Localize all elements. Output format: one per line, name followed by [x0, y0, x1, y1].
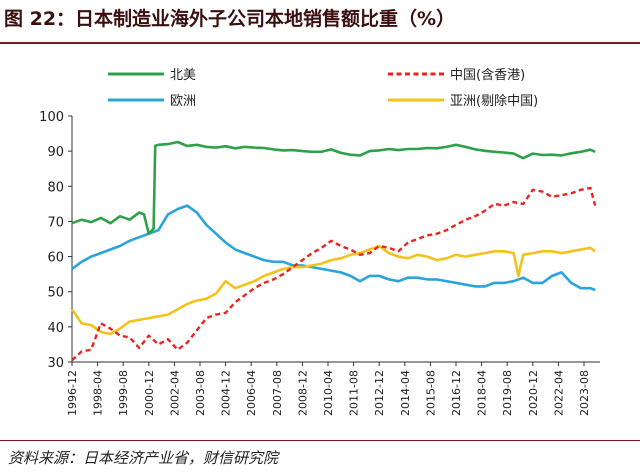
x-tick-label: 2011-08: [348, 370, 361, 416]
title-divider: [0, 42, 640, 44]
chart-axes: 30 40 50 60 70 80 90 100 1996-12 1998-04 1999-08 20…: [39, 110, 600, 416]
x-tick-label: 2014-04: [399, 370, 412, 416]
x-tick-label: 2008-12: [296, 370, 309, 416]
x-tick-label: 2016-12: [450, 370, 463, 416]
x-tick-label: 1996-12: [66, 370, 79, 416]
x-tick-label: 2020-12: [527, 370, 540, 416]
x-tick-label: 1998-04: [92, 370, 105, 416]
x-tick-label: 1999-08: [117, 370, 130, 416]
x-tick-label: 2002-04: [168, 370, 181, 416]
x-tick-label: 2000-12: [143, 370, 156, 416]
x-tick-label: 2003-08: [194, 370, 207, 416]
chart-plot-area: [70, 140, 597, 362]
x-tick-label: 2006-04: [245, 370, 258, 416]
x-tick-label: 2010-04: [322, 370, 335, 416]
legend-label-3: 亚洲(剔除中国): [450, 94, 538, 109]
y-tick-label: 60: [47, 251, 64, 266]
series-line-2: [71, 204, 596, 292]
x-tick-label: 2007-08: [271, 370, 284, 416]
y-tick-label: 90: [47, 145, 64, 160]
x-tick-label: 2022-04: [552, 370, 565, 416]
footer-divider: [0, 440, 640, 441]
series-line-1: [71, 186, 597, 362]
x-tick-label: 2004-12: [220, 370, 233, 416]
legend-label-1: 中国(含香港): [450, 67, 525, 83]
y-tick-label: 70: [47, 215, 64, 230]
series-line-3: [70, 244, 596, 336]
page-title: 图 22：日本制造业海外子公司本地销售额比重（%）: [4, 8, 456, 30]
legend-label-2: 欧洲: [170, 94, 196, 109]
x-tick-label: 2019-08: [501, 370, 514, 416]
chart-legend: 北美 中国(含香港) 欧洲 亚洲(剔除中国): [108, 67, 538, 109]
legend-label-0: 北美: [170, 68, 196, 83]
series-line-0: [71, 140, 596, 235]
y-tick-label: 40: [47, 321, 64, 336]
x-tick-label: 2023-08: [578, 370, 591, 416]
x-tick-label: 2012-12: [373, 370, 386, 416]
x-tick-label: 2018-04: [476, 370, 489, 416]
x-tick-label: 2015-08: [424, 370, 437, 416]
source-note: 资料来源：日本经济产业省，财信研究院: [8, 449, 279, 467]
y-tick-label: 80: [47, 180, 64, 195]
y-tick-label: 100: [39, 110, 64, 125]
y-tick-label: 50: [47, 286, 64, 301]
line-chart: 北美 中国(含香港) 欧洲 亚洲(剔除中国) 30 40 50 60 70 80 90 100 199…: [0, 44, 640, 440]
y-tick-label: 30: [47, 356, 64, 371]
chart-canvas: 北美 中国(含香港) 欧洲 亚洲(剔除中国) 30 40 50 60 70 80 90 100 199…: [39, 67, 600, 416]
